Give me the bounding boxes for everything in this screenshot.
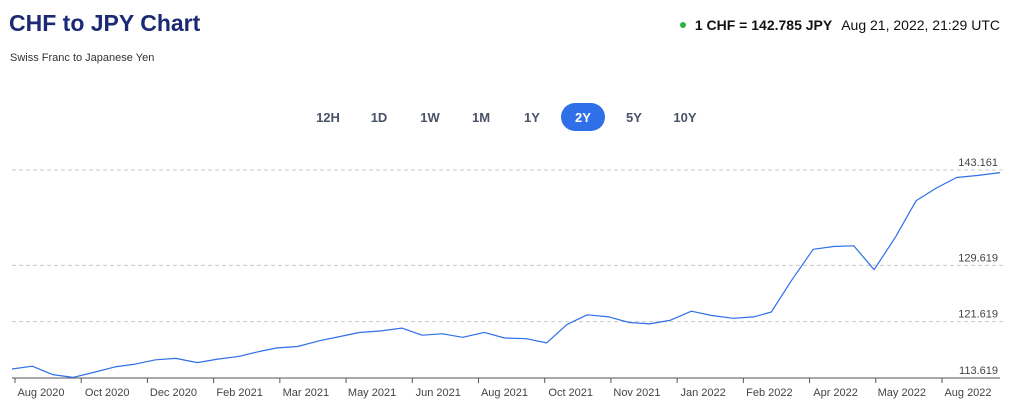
tab-12h[interactable]: 12H bbox=[306, 103, 350, 131]
data-point bbox=[566, 323, 568, 325]
x-tick-label: Feb 2021 bbox=[216, 387, 262, 399]
data-point bbox=[955, 176, 957, 178]
data-point bbox=[92, 371, 94, 373]
rate-timestamp: Aug 21, 2022, 21:29 UTC bbox=[841, 17, 1000, 33]
data-point bbox=[732, 317, 734, 319]
y-tick-label: 121.619 bbox=[958, 309, 998, 321]
tab-1d[interactable]: 1D bbox=[357, 103, 401, 131]
data-point bbox=[175, 357, 177, 359]
range-tabs: 12H 1D 1W 1M 1Y 2Y 5Y 10Y bbox=[306, 103, 713, 131]
tab-2y[interactable]: 2Y bbox=[561, 103, 605, 131]
data-point bbox=[72, 376, 74, 378]
x-tick-label: Nov 2021 bbox=[613, 387, 660, 399]
x-tick-label: Jun 2021 bbox=[416, 387, 461, 399]
data-point bbox=[258, 350, 260, 352]
x-tick-label: Aug 2022 bbox=[944, 387, 991, 399]
data-point bbox=[770, 311, 772, 313]
data-point bbox=[915, 200, 917, 202]
x-tick-label: Aug 2020 bbox=[17, 387, 64, 399]
data-point bbox=[690, 310, 692, 312]
data-point bbox=[421, 334, 423, 336]
data-point bbox=[461, 336, 463, 338]
status-dot-icon bbox=[679, 22, 686, 28]
x-tick-label: Dec 2020 bbox=[150, 387, 197, 399]
data-point bbox=[296, 345, 298, 347]
data-point bbox=[648, 323, 650, 325]
data-point bbox=[935, 187, 937, 189]
x-tick-label: Feb 2022 bbox=[746, 387, 792, 399]
data-point bbox=[873, 269, 875, 271]
data-point bbox=[11, 368, 13, 370]
data-point bbox=[134, 363, 136, 365]
data-point bbox=[238, 355, 240, 357]
x-tick-label: Apr 2022 bbox=[813, 387, 858, 399]
tab-10y[interactable]: 10Y bbox=[663, 103, 707, 131]
data-point bbox=[441, 333, 443, 335]
data-point bbox=[379, 330, 381, 332]
data-point bbox=[853, 245, 855, 247]
data-point bbox=[483, 331, 485, 333]
data-point bbox=[154, 359, 156, 361]
y-tick-label: 129.619 bbox=[958, 252, 998, 264]
data-point bbox=[525, 338, 527, 340]
x-tick-label: Mar 2021 bbox=[283, 387, 329, 399]
data-point bbox=[999, 171, 1001, 173]
y-tick-label: 113.619 bbox=[959, 365, 998, 377]
line-chart[interactable]: 143.161 129.619 121.619 113.619 Aug 2020 Oct … bbox=[0, 150, 1024, 418]
data-point bbox=[790, 279, 792, 281]
x-tick-label: Oct 2021 bbox=[548, 387, 593, 399]
x-tick-label: Jan 2022 bbox=[681, 387, 726, 399]
tab-1m[interactable]: 1M bbox=[459, 103, 503, 131]
data-point bbox=[586, 314, 588, 316]
data-point bbox=[669, 319, 671, 321]
data-point bbox=[401, 327, 403, 329]
data-point bbox=[217, 358, 219, 360]
data-point bbox=[752, 316, 754, 318]
rate-value: 1 CHF = 142.785 JPY bbox=[694, 17, 833, 33]
data-point bbox=[545, 342, 547, 344]
data-point bbox=[628, 321, 630, 323]
page-subtitle: Swiss Franc to Japanese Yen bbox=[10, 52, 155, 64]
page-title: CHF to JPY Chart bbox=[9, 10, 201, 36]
data-point bbox=[895, 235, 897, 237]
data-point bbox=[812, 248, 814, 250]
data-point bbox=[114, 366, 116, 368]
data-point bbox=[832, 245, 834, 247]
y-tick-label: 143.161 bbox=[958, 157, 998, 169]
data-point bbox=[338, 335, 340, 337]
tab-1y[interactable]: 1Y bbox=[510, 103, 554, 131]
data-point bbox=[977, 174, 979, 176]
tab-1w[interactable]: 1W bbox=[408, 103, 452, 131]
data-point bbox=[608, 316, 610, 318]
x-tick-label: Oct 2020 bbox=[85, 387, 130, 399]
series-line bbox=[11, 172, 1001, 378]
data-point bbox=[276, 347, 278, 349]
data-point bbox=[31, 365, 33, 367]
data-point bbox=[196, 361, 198, 363]
data-point bbox=[51, 373, 53, 375]
data-point bbox=[318, 340, 320, 342]
data-point bbox=[503, 337, 505, 339]
x-tick-label: May 2021 bbox=[348, 387, 396, 399]
x-tick-label: Aug 2021 bbox=[481, 387, 528, 399]
rate-summary: 1 CHF = 142.785 JPY Aug 21, 2022, 21:29 … bbox=[679, 17, 1000, 33]
x-tick-label: May 2022 bbox=[878, 387, 926, 399]
data-point bbox=[711, 314, 713, 316]
tab-5y[interactable]: 5Y bbox=[612, 103, 656, 131]
data-point bbox=[359, 331, 361, 333]
